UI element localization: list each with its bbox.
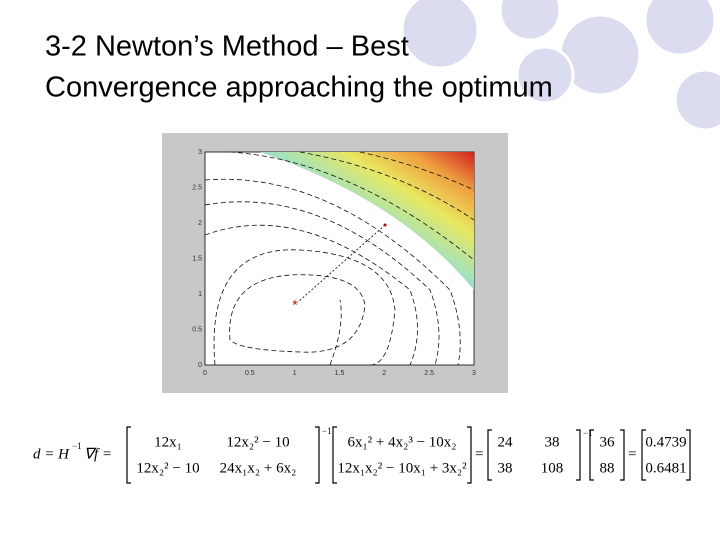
y-tick-label: 0.5 (192, 326, 202, 333)
contours (204, 151, 475, 366)
matrix-entry: 0.6481 (645, 460, 686, 476)
optimum-marker: * (292, 297, 298, 313)
matrix-entry: 24x₁x₂ + 6x₂ (220, 460, 297, 476)
matrix-entry: 12x₂² − 10 (136, 460, 199, 476)
x-tick-label: 0 (203, 370, 207, 377)
eq-sign: = (628, 446, 636, 462)
x-tick-label: 1 (293, 370, 297, 377)
eq-sign: = (475, 446, 483, 462)
matrix-entry: 6x₁² + 4x₂³ − 10x₂ (347, 434, 456, 450)
x-tick-label: 1.5 (335, 370, 345, 377)
y-tick-label: 1.5 (192, 255, 202, 262)
matrix-entry: 108 (541, 460, 564, 476)
eq-sup: −1 (583, 428, 593, 438)
equation: d = H −1 ∇f = −1 12x₁ 12x₂² − 10 12x₂² −… (33, 426, 691, 484)
matrix-entry: 12x₁x₂² − 10x₁ + 3x₂² (337, 460, 467, 476)
newton-step (297, 224, 386, 303)
start-point (383, 223, 387, 227)
decor-circles (400, 0, 720, 132)
y-tick-label: 2 (198, 220, 202, 227)
y-tick-label: 3 (198, 149, 202, 156)
x-tick-label: 3 (472, 370, 476, 377)
x-tick-label: 2 (382, 370, 386, 377)
matrix-entry: 38 (498, 460, 513, 476)
matrix-entry: 38 (545, 434, 560, 450)
eq-sup: −1 (322, 426, 332, 436)
eq-grad: ∇f = (84, 446, 112, 462)
color-region (260, 152, 474, 290)
y-tick-label: 1 (198, 291, 202, 298)
eq-lhs: d = H (33, 446, 70, 462)
matrix-entry: 24 (498, 434, 514, 450)
x-tick-label: 0.5 (245, 370, 255, 377)
matrix-entry: 36 (600, 434, 616, 450)
matrix-entry: 12x₁ (154, 434, 182, 450)
matrix-entry: 88 (600, 460, 615, 476)
title-line: 3-2 Newton’s Method – Best (45, 31, 409, 63)
x-tick-label: 2.5 (424, 370, 434, 377)
y-tick-label: 0 (198, 362, 202, 369)
title-line: Convergence approaching the optimum (45, 72, 553, 104)
eq-sup: −1 (72, 441, 82, 451)
matrix-entry: 12x₂² − 10 (226, 434, 289, 450)
matrix-entry: 0.4739 (645, 434, 686, 450)
y-tick-label: 2.5 (192, 184, 202, 191)
